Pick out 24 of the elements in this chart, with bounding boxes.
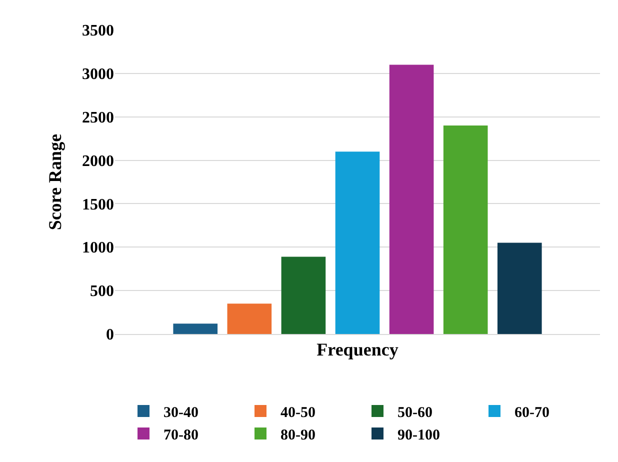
- bar: [227, 304, 272, 334]
- legend-label: 70-80: [164, 427, 198, 444]
- bar: [443, 126, 488, 334]
- y-tick-label: 3000: [82, 66, 114, 84]
- y-tick-label: 2000: [82, 152, 114, 170]
- x-axis-title: Frequency: [316, 339, 398, 360]
- legend-label: 80-90: [280, 427, 316, 444]
- y-axis-title: Score Range: [45, 134, 66, 230]
- y-tick-label: 1500: [82, 196, 114, 214]
- bar: [389, 64, 434, 334]
- bar: [281, 256, 326, 334]
- bar: [335, 152, 380, 334]
- y-tick-label: 500: [90, 283, 114, 300]
- legend-label: 50-60: [398, 404, 432, 421]
- bar: [173, 324, 218, 334]
- legend-label: 40-50: [280, 404, 316, 421]
- legend-label: 90-100: [398, 427, 440, 444]
- y-tick-label: 3500: [82, 22, 114, 40]
- y-tick-label: 0: [106, 326, 114, 344]
- bar: [497, 242, 542, 334]
- legend-label: 60-70: [514, 404, 550, 421]
- y-tick-label: 1000: [82, 240, 114, 257]
- y-tick-label: 2500: [82, 109, 114, 126]
- legend-label: 30-40: [164, 404, 198, 421]
